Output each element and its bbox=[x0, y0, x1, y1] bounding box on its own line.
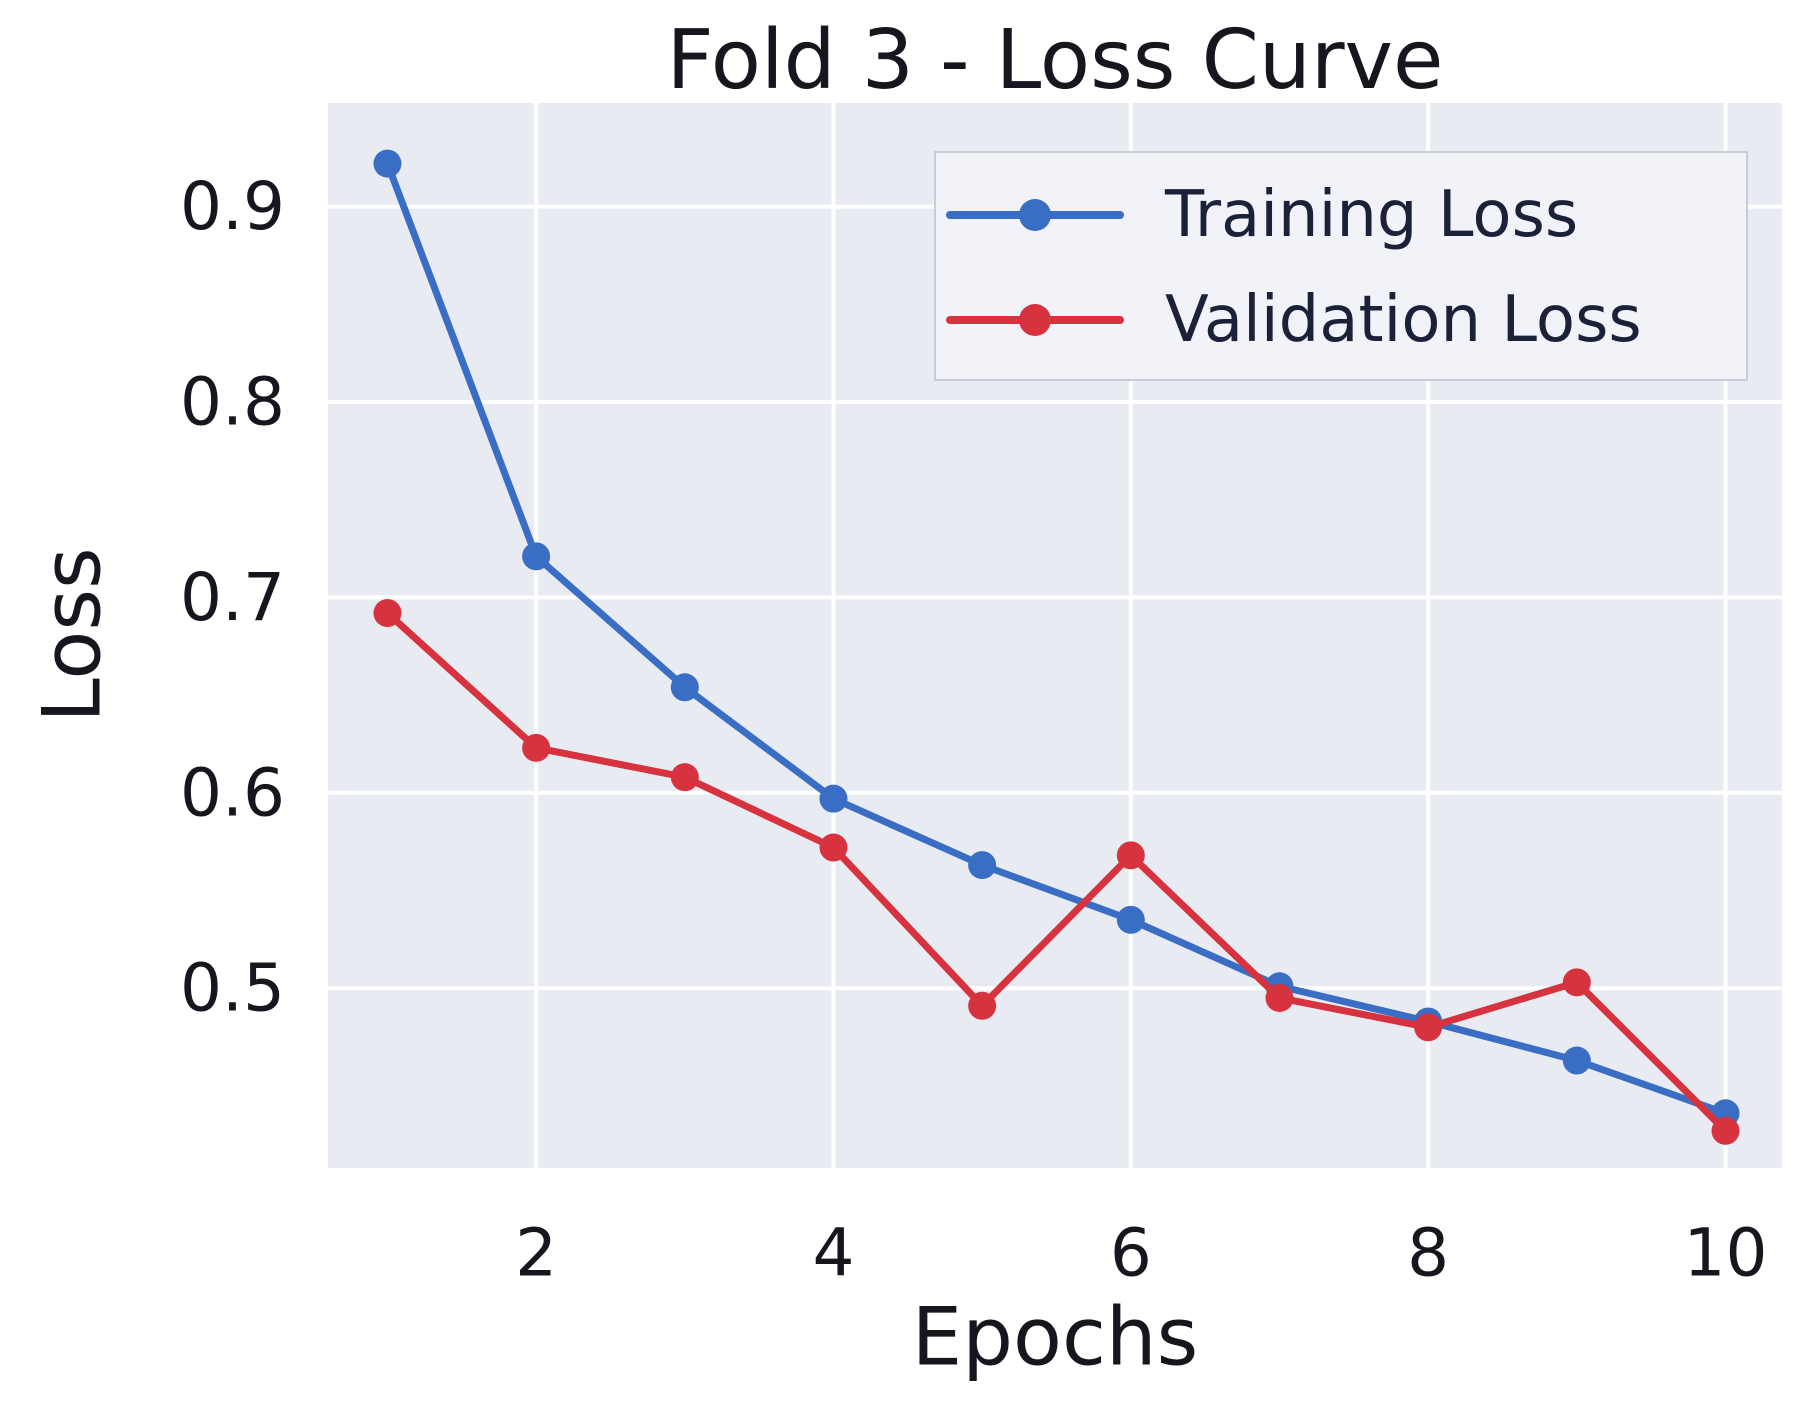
validation-loss-point-6 bbox=[1116, 841, 1145, 870]
validation-loss-legend-marker bbox=[1019, 304, 1051, 336]
x-tick-label-8: 8 bbox=[1407, 1215, 1449, 1292]
y-tick-label-0.7: 0.7 bbox=[180, 559, 285, 636]
legend-item-training: Training Loss bbox=[946, 178, 1578, 252]
validation-loss-point-4 bbox=[819, 833, 848, 862]
x-tick-labels: 2 4 6 8 10 bbox=[515, 1215, 1767, 1292]
training-loss-point-6 bbox=[1116, 905, 1145, 934]
y-tick-labels: 0.5 0.6 0.7 0.8 0.9 bbox=[180, 168, 285, 1027]
validation-loss-point-9 bbox=[1562, 968, 1591, 997]
training-loss-point-4 bbox=[819, 784, 848, 813]
legend: Training Loss Validation Loss bbox=[934, 151, 1748, 381]
training-loss-line bbox=[383, 160, 1730, 1117]
validation-loss-point-3 bbox=[670, 763, 699, 792]
validation-loss-series bbox=[373, 599, 1740, 1145]
training-loss-point-9 bbox=[1562, 1046, 1591, 1075]
y-tick-label-0.6: 0.6 bbox=[180, 754, 285, 831]
y-tick-label-0.8: 0.8 bbox=[180, 363, 285, 440]
validation-loss-legend-label: Validation Loss bbox=[1165, 283, 1642, 357]
x-tick-label-4: 4 bbox=[812, 1215, 854, 1292]
validation-loss-point-5 bbox=[968, 991, 997, 1020]
x-tick-label-6: 6 bbox=[1110, 1215, 1152, 1292]
y-tick-label-0.9: 0.9 bbox=[180, 168, 285, 245]
data-series bbox=[373, 149, 1740, 1145]
validation-loss-point-1 bbox=[373, 599, 402, 628]
training-loss-point-5 bbox=[968, 851, 997, 880]
validation-loss-line bbox=[383, 609, 1730, 1135]
training-loss-point-3 bbox=[670, 673, 699, 702]
validation-loss-point-8 bbox=[1414, 1013, 1443, 1042]
training-loss-point-1 bbox=[373, 149, 402, 178]
y-axis-label: Loss bbox=[26, 547, 119, 722]
validation-loss-point-2 bbox=[522, 733, 551, 762]
legend-item-validation: Validation Loss bbox=[946, 283, 1642, 357]
validation-loss-point-7 bbox=[1265, 983, 1294, 1012]
training-loss-legend-label: Training Loss bbox=[1164, 178, 1578, 252]
training-loss-legend-marker bbox=[1019, 199, 1051, 231]
legend-box bbox=[934, 151, 1748, 381]
x-tick-label-2: 2 bbox=[515, 1215, 557, 1292]
training-loss-point-2 bbox=[522, 542, 551, 571]
x-axis-label: Epochs bbox=[912, 1291, 1199, 1384]
y-tick-label-0.5: 0.5 bbox=[180, 950, 285, 1027]
validation-loss-point-10 bbox=[1711, 1116, 1740, 1145]
x-tick-label-10: 10 bbox=[1684, 1215, 1768, 1292]
chart-title: Fold 3 - Loss Curve bbox=[666, 13, 1443, 108]
